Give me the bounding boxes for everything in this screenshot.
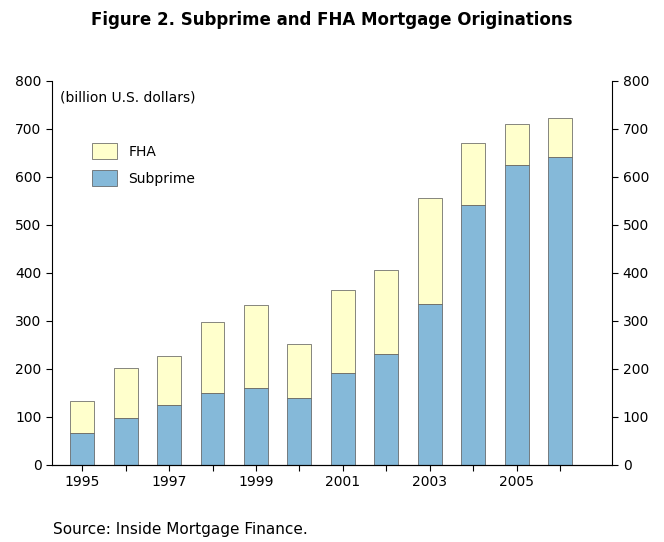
Bar — [244, 388, 268, 464]
Bar — [114, 367, 137, 418]
Bar — [548, 118, 572, 157]
Bar — [288, 398, 311, 464]
Bar — [114, 418, 137, 464]
Bar — [157, 405, 181, 464]
Bar — [70, 401, 94, 434]
Text: (billion U.S. dollars): (billion U.S. dollars) — [60, 90, 196, 104]
Bar — [418, 304, 442, 464]
Legend: FHA, Subprime: FHA, Subprime — [87, 138, 201, 192]
Bar — [288, 344, 311, 398]
Bar — [461, 143, 485, 205]
Text: Source: Inside Mortgage Finance.: Source: Inside Mortgage Finance. — [53, 521, 308, 537]
Bar — [505, 165, 529, 464]
Bar — [331, 373, 355, 464]
Bar — [461, 205, 485, 464]
Bar — [70, 434, 94, 464]
Bar — [201, 322, 224, 392]
Text: Figure 2. Subprime and FHA Mortgage Originations: Figure 2. Subprime and FHA Mortgage Orig… — [91, 11, 573, 29]
Bar — [331, 291, 355, 373]
Bar — [548, 157, 572, 464]
Bar — [201, 392, 224, 464]
Bar — [244, 305, 268, 388]
Bar — [374, 354, 398, 464]
Bar — [374, 270, 398, 354]
Bar — [418, 198, 442, 304]
Bar — [505, 124, 529, 165]
Bar — [157, 356, 181, 405]
